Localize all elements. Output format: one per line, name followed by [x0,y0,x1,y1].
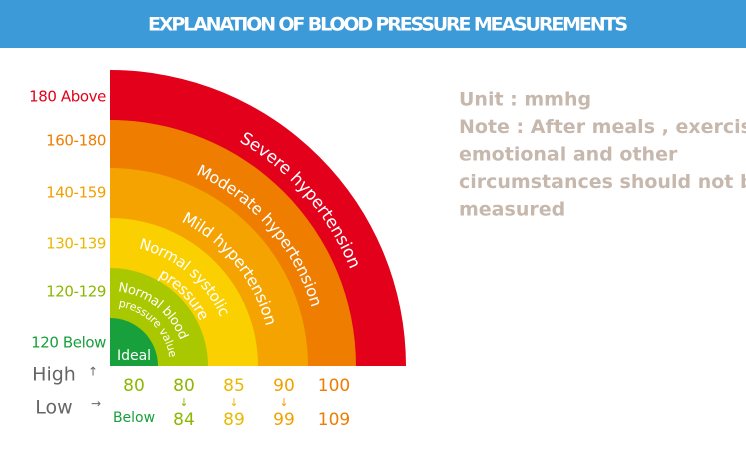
range-label: 130-139 [46,235,106,253]
band-label: Ideal [117,348,151,364]
header-title: EXPLANATION OF BLOOD PRESSURE MEASUREMEN… [148,14,628,36]
note-line: Unit : mmhg [459,89,591,111]
range-label: 160-180 [46,132,106,150]
band [110,318,158,366]
table-value: 90 [273,376,295,396]
arrow-down: ↓ [279,396,288,409]
table-value: 85 [223,376,245,396]
range-label: 120-129 [46,283,106,301]
note-line: Note : After meals , exercise [459,116,746,138]
table-value: 100 [318,376,350,396]
range-label: 120 Below [31,334,106,352]
table-value: 84 [173,410,195,430]
note-line: circumstances should not be [459,171,746,193]
arrow-up: ↑ [88,365,98,379]
header-bar [0,0,746,48]
row-name: Low [35,397,72,419]
range-label: 140-159 [46,184,106,202]
note-line: emotional and other [459,144,678,166]
table-value: Below [113,410,155,426]
arrow-right: → [91,397,101,411]
row-name: High [32,364,76,386]
table-value: 80 [123,376,145,396]
note-line: measured [459,199,565,221]
arrow-down: ↓ [179,396,188,409]
table-value: 99 [273,410,295,430]
arrow-down: ↓ [229,396,238,409]
table-value: 89 [223,410,245,430]
table-value: 109 [318,410,350,430]
range-label: 180 Above [29,88,106,106]
table-value: 80 [173,376,195,396]
